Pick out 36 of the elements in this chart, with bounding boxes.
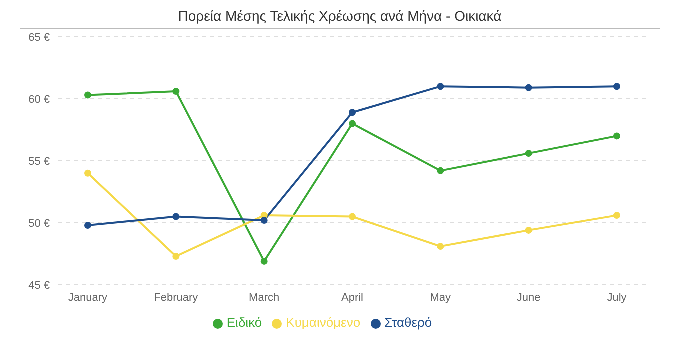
point: [349, 213, 356, 220]
point: [614, 212, 620, 220]
legend-label: Κυμαινόμενο: [286, 315, 361, 330]
point: [84, 222, 92, 229]
x-tick-label: January: [68, 292, 108, 304]
x-tick-label: March: [249, 292, 280, 304]
point: [614, 132, 620, 140]
point: [525, 84, 532, 92]
point: [525, 226, 532, 234]
point: [260, 217, 268, 224]
point: [260, 258, 268, 265]
y-tick-label: 45 €: [28, 280, 50, 292]
y-tick-label: 55 €: [28, 156, 50, 168]
point: [437, 167, 444, 174]
x-tick-label: July: [607, 292, 628, 304]
point: [525, 150, 532, 158]
point: [614, 83, 620, 90]
x-tick-label: February: [154, 292, 199, 304]
point: [349, 120, 356, 128]
point: [172, 252, 180, 260]
point: [349, 109, 356, 116]
legend-label: Σταθερό: [384, 315, 432, 330]
chart-title: Πορεία Μέσης Τελικής Χρέωσης ανά Μήνα - Οικιακά: [20, 8, 660, 29]
point: [84, 92, 92, 99]
x-tick-label: June: [516, 292, 541, 304]
point: [172, 88, 180, 96]
point: [172, 213, 180, 220]
y-tick-label: 65 €: [28, 32, 50, 44]
y-tick-label: 50 €: [28, 218, 50, 230]
legend-label: Ειδικό: [226, 315, 262, 330]
y-tick-label: 60 €: [28, 94, 50, 106]
point: [84, 170, 92, 177]
point: [437, 243, 444, 250]
x-tick-label: April: [341, 292, 364, 304]
point: [437, 83, 444, 90]
x-tick-label: May: [430, 292, 452, 304]
